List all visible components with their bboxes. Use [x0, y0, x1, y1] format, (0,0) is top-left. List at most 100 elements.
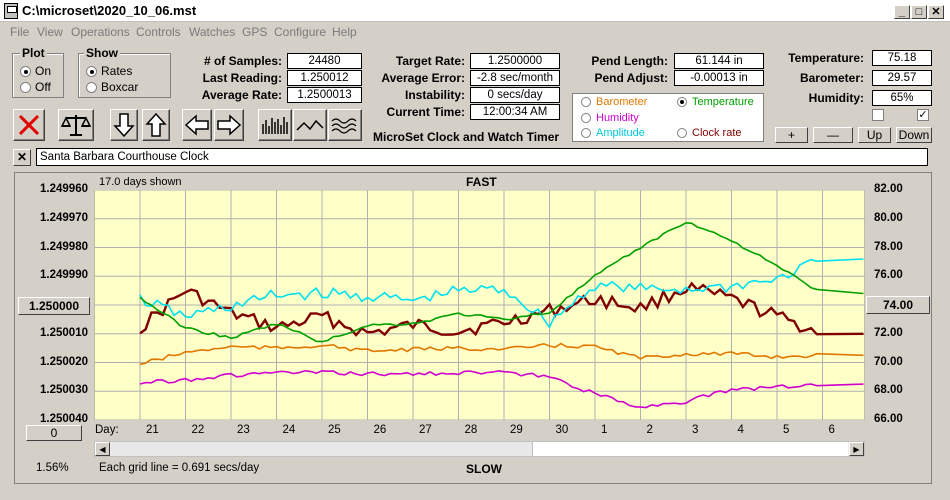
x-tick-label: 26 — [373, 424, 387, 436]
series-line-barometer — [139, 342, 864, 366]
show-boxcar-radio[interactable]: Boxcar — [86, 80, 138, 94]
menu-watches[interactable]: Watches — [189, 25, 236, 39]
x-tick-label: 4 — [737, 424, 744, 436]
maximize-button[interactable]: □ — [911, 5, 927, 19]
close-button[interactable]: ✕ — [928, 5, 944, 19]
sensor-select-panel: Barometer Temperature Humidity Clock rat… — [572, 93, 764, 142]
wave-graph-button[interactable] — [328, 109, 362, 141]
offset-button[interactable]: 0 — [26, 425, 82, 441]
x-tick-label: 25 — [328, 424, 341, 436]
sensor-barometer-radio[interactable]: Barometer — [581, 96, 647, 108]
y-tick-label: 1.249970 — [40, 211, 88, 224]
arrow-up-button[interactable] — [142, 109, 170, 141]
scroll-right-arrow-icon[interactable]: ▶ — [849, 442, 864, 456]
sensor-temperature-radio[interactable]: Temperature — [677, 96, 754, 108]
arrow-right-button[interactable] — [214, 109, 244, 141]
y-tick-label: 1.250040 — [40, 413, 88, 425]
show-rates-radio[interactable]: Rates — [86, 64, 132, 78]
plot-on-radio[interactable]: On — [20, 64, 51, 78]
target-rate-value: 1.2500000 — [470, 53, 560, 69]
line-graph-button[interactable] — [293, 109, 327, 141]
scrollbar-thumb[interactable] — [532, 442, 848, 456]
x-tick-label: 3 — [692, 424, 699, 436]
sensor-amplitude-label: Amplitude — [596, 127, 645, 139]
x-tick-label: 29 — [510, 424, 523, 436]
sensor-barometer-label: Barometer — [596, 96, 648, 108]
average-error-value: -2.8 sec/month — [470, 70, 560, 86]
humidity-checkbox[interactable]: ✓ — [917, 109, 929, 121]
radio-unselected-icon — [677, 128, 687, 138]
series-line-humidity — [139, 369, 864, 409]
clock-name-field[interactable]: Santa Barbara Courthouse Clock — [36, 148, 928, 166]
sensor-humidity-radio[interactable]: Humidity — [581, 112, 639, 124]
title-bar: C:\microset\2020_10_06.mst _ □ ✕ — [0, 0, 950, 22]
show-group — [78, 53, 171, 98]
y2-tick-label: 82.00 — [874, 183, 903, 195]
plot-off-label: Off — [35, 80, 51, 94]
menu-file[interactable]: File — [10, 25, 30, 39]
horizontal-scrollbar[interactable]: ◀ ▶ — [94, 441, 865, 457]
y-tick-label: 1.249990 — [40, 269, 88, 282]
humidity-value: 65% — [872, 90, 932, 106]
x-tick-label: 30 — [555, 424, 569, 436]
y-tick-label: 1.250030 — [40, 384, 88, 397]
scale-minus-button[interactable]: — — [813, 127, 853, 143]
sensor-amplitude-radio[interactable]: Amplitude — [581, 127, 645, 139]
y-tick-label: 1.249980 — [40, 240, 88, 253]
menu-help[interactable]: Help — [332, 25, 357, 39]
plot-off-radio[interactable]: Off — [20, 80, 51, 94]
plot-group-title: Plot — [20, 46, 47, 60]
samples-label: # of Samples: — [203, 54, 282, 68]
center-rate-button[interactable]: 1.250000 — [18, 297, 90, 315]
x-tick-label: 22 — [191, 424, 205, 436]
balance-icon — [60, 115, 92, 136]
series-line-temperature — [139, 221, 864, 343]
x-tick-label: 6 — [828, 424, 835, 436]
arrow-left-button[interactable] — [182, 109, 212, 141]
sensor-center-button[interactable]: 74.00 — [866, 296, 930, 314]
scale-down-button[interactable]: Down — [896, 127, 932, 143]
scroll-left-arrow-icon[interactable]: ◀ — [95, 442, 110, 456]
menu-view[interactable]: View — [37, 25, 63, 39]
average-error-label: Average Error: — [381, 71, 465, 85]
menu-configure[interactable]: Configure — [274, 25, 327, 39]
radio-unselected-icon — [581, 128, 591, 138]
menu-gps[interactable]: GPS — [242, 25, 268, 39]
current-time-value: 12:00:34 AM — [470, 104, 560, 120]
bar-graph-button[interactable] — [258, 109, 292, 141]
show-group-title: Show — [84, 46, 120, 60]
sensor-clock-rate-radio[interactable]: Clock rate — [677, 127, 742, 139]
menu-operations[interactable]: Operations — [71, 25, 130, 39]
instability-value: 0 secs/day — [470, 87, 560, 103]
arrow-left-icon — [184, 114, 209, 136]
arrow-down-button[interactable] — [110, 109, 138, 141]
percent-label: 1.56% — [36, 462, 69, 474]
last-reading-value: 1.250012 — [287, 70, 362, 86]
scale-balance-button[interactable] — [58, 109, 94, 141]
y-tick-label: 1.249960 — [40, 183, 88, 195]
minimize-button[interactable]: _ — [894, 5, 910, 19]
average-rate-label: Average Rate: — [201, 88, 282, 102]
plot-area — [94, 190, 865, 420]
app-caption: MicroSet Clock and Watch Timer — [373, 130, 560, 144]
stop-button[interactable] — [13, 109, 45, 141]
menu-bar: File View Operations Controls Watches GP… — [0, 23, 950, 41]
scale-plus-button[interactable]: + — [775, 127, 808, 143]
close-clock-button[interactable]: ✕ — [13, 149, 31, 166]
temperature-checkbox[interactable] — [872, 109, 884, 121]
series-lines — [139, 221, 864, 409]
y2-tick-label: 76.00 — [874, 269, 903, 282]
samples-value: 24480 — [287, 53, 362, 69]
current-time-label: Current Time: — [386, 105, 465, 119]
pend-length-label: Pend Length: — [591, 54, 668, 68]
days-shown-label: 17.0 days shown — [99, 176, 182, 188]
y2-tick-label: 80.00 — [874, 211, 903, 224]
slow-label: SLOW — [466, 462, 502, 476]
last-reading-label: Last Reading: — [202, 71, 282, 85]
barometer-value: 29.57 — [872, 70, 932, 86]
radio-unselected-icon — [86, 81, 97, 93]
menu-controls[interactable]: Controls — [136, 25, 181, 39]
barometer-label: Barometer: — [799, 71, 864, 85]
x-tick-label: 5 — [783, 424, 790, 436]
scale-up-button[interactable]: Up — [858, 127, 891, 143]
